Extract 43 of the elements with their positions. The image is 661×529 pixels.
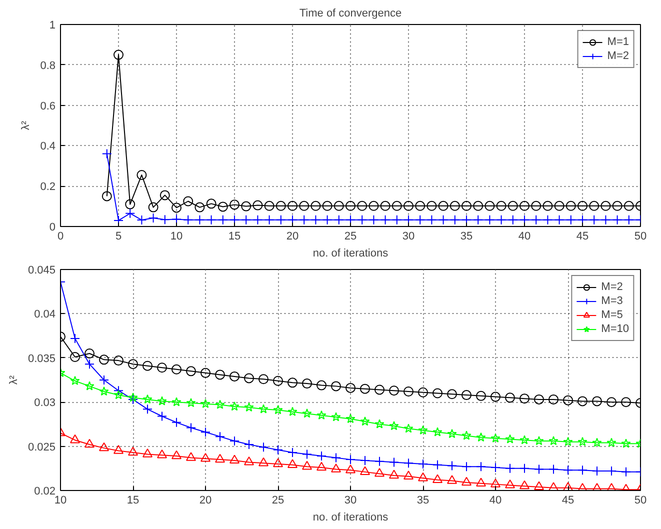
y-axis-title: λ² xyxy=(20,120,32,130)
y-tick-label: 0.4 xyxy=(40,140,56,153)
legend-label: M=1 xyxy=(607,35,629,49)
y-tick-label: 0.035 xyxy=(28,352,56,365)
x-tick-label: 50 xyxy=(634,230,647,242)
x-axis-title: no. of iterations xyxy=(312,512,389,524)
x-tick-label: 20 xyxy=(199,494,212,506)
chart-title: Time of convergence xyxy=(299,8,402,20)
y-tick-label: 0.6 xyxy=(40,100,56,112)
x-axis-title: no. of iterations xyxy=(312,248,389,260)
x-tick-label: 45 xyxy=(576,230,589,242)
x-tick-label: 10 xyxy=(170,230,183,242)
y-tick-label: 0.02 xyxy=(34,486,56,498)
y-axis-title: λ² xyxy=(8,375,20,385)
legend-label: M=5 xyxy=(601,308,623,322)
x-tick-label: 15 xyxy=(228,230,241,242)
x-tick-label: 35 xyxy=(416,494,430,506)
x-tick-label: 15 xyxy=(126,494,140,506)
x-tick-label: 30 xyxy=(402,230,415,242)
x-tick-label: 25 xyxy=(344,230,357,242)
y-tick-label: 1 xyxy=(49,20,56,32)
x-tick-label: 40 xyxy=(518,230,531,242)
x-tick-label: 35 xyxy=(460,230,473,242)
legend-label: M=2 xyxy=(601,280,623,294)
y-tick-label: 0.025 xyxy=(28,441,56,454)
x-tick-label: 25 xyxy=(272,494,284,506)
x-tick-label: 5 xyxy=(115,230,122,242)
y-tick-label: 0.04 xyxy=(34,308,56,321)
y-tick-label: 0.03 xyxy=(34,397,56,410)
x-tick-label: 45 xyxy=(562,494,574,506)
x-tick-label: 30 xyxy=(344,494,357,506)
y-tick-label: 0.8 xyxy=(40,60,56,72)
x-tick-label: 40 xyxy=(489,494,502,506)
legend-label: M=10 xyxy=(601,322,629,336)
y-tick-label: 0.2 xyxy=(40,181,56,194)
x-tick-label: 20 xyxy=(286,230,299,242)
x-tick-label: 10 xyxy=(54,494,67,506)
x-tick-label: 50 xyxy=(634,494,647,506)
y-tick-label: 0 xyxy=(49,222,56,234)
x-tick-label: 0 xyxy=(57,230,64,242)
legend-label: M=3 xyxy=(601,294,623,308)
legend-label: M=2 xyxy=(607,49,629,63)
y-tick-label: 0.045 xyxy=(28,264,56,276)
